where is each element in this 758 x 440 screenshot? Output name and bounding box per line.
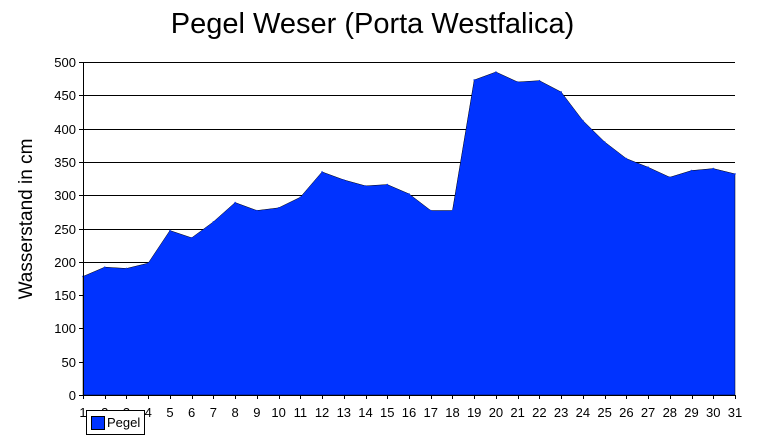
y-tick-label-450: 450 <box>54 88 76 103</box>
x-tick-label-7: 7 <box>210 405 217 420</box>
x-tick-label-5: 5 <box>166 405 173 420</box>
data-point-1-30 <box>712 167 715 170</box>
data-point-1-26 <box>625 157 628 160</box>
x-tick-label-6: 6 <box>188 405 195 420</box>
data-point-1-12 <box>321 171 323 173</box>
x-tick-label-29: 29 <box>684 405 698 420</box>
data-point-1-8 <box>234 201 236 204</box>
data-point-1-27 <box>647 166 649 169</box>
data-point-1-6 <box>190 237 193 239</box>
x-tick-label-28: 28 <box>663 405 677 420</box>
x-tick-label-16: 16 <box>402 405 416 420</box>
x-tick-label-11: 11 <box>294 405 308 420</box>
data-point-1-2 <box>103 266 106 268</box>
data-point-1-10 <box>277 207 280 209</box>
y-tick-label-400: 400 <box>54 122 76 137</box>
y-tick-label-200: 200 <box>54 255 76 270</box>
chart-title: Pegel Weser (Porta Westfalica) <box>170 8 575 40</box>
data-point-1-19 <box>473 79 476 81</box>
data-point-1-13 <box>343 179 345 181</box>
data-point-1-18 <box>451 209 454 212</box>
data-point-1-24 <box>582 119 584 122</box>
x-tick-label-12: 12 <box>315 405 329 420</box>
y-tick-label-50: 50 <box>62 355 76 370</box>
data-point-1-29 <box>690 169 693 172</box>
legend: Pegel <box>86 410 146 435</box>
x-tick-label-26: 26 <box>619 405 633 420</box>
data-point-1-5 <box>169 229 171 232</box>
x-tick-label-25: 25 <box>597 405 611 420</box>
x-tick-label-14: 14 <box>358 405 372 420</box>
area-series-pegel <box>82 71 736 396</box>
legend-label: Pegel <box>107 415 141 430</box>
y-tick-label-0: 0 <box>69 388 76 403</box>
x-tick-label-17: 17 <box>423 405 437 420</box>
data-point-1-17 <box>429 209 432 212</box>
x-tick-label-20: 20 <box>489 405 503 420</box>
x-tick-label-31: 31 <box>728 405 742 420</box>
x-tick-label-9: 9 <box>253 405 260 420</box>
legend-swatch <box>91 415 105 430</box>
data-point-1-21 <box>516 81 519 83</box>
x-tick-label-19: 19 <box>467 405 481 420</box>
data-point-1-28 <box>669 176 671 179</box>
data-point-1-31 <box>734 173 736 175</box>
x-tick-label-23: 23 <box>554 405 568 420</box>
x-tick-label-27: 27 <box>641 405 655 420</box>
y-tick-label-350: 350 <box>54 155 76 170</box>
x-tick-label-24: 24 <box>576 405 590 420</box>
data-point-1-3 <box>125 267 128 270</box>
x-tick-label-15: 15 <box>380 405 394 420</box>
data-point-1-15 <box>386 183 389 186</box>
data-point-1-20 <box>495 71 497 73</box>
x-tick-label-22: 22 <box>532 405 546 420</box>
y-tick-label-500: 500 <box>54 55 76 70</box>
x-tick-label-1: 1 <box>79 405 86 420</box>
x-tick-label-4: 4 <box>145 405 152 420</box>
data-point-1-16 <box>408 193 410 195</box>
data-point-1-23 <box>560 91 562 93</box>
data-point-1-25 <box>603 141 606 143</box>
y-tick-label-250: 250 <box>54 222 76 237</box>
data-point-1-11 <box>299 196 302 198</box>
x-tick-label-30: 30 <box>706 405 720 420</box>
x-tick-label-13: 13 <box>337 405 351 420</box>
x-tick-label-18: 18 <box>445 405 459 420</box>
data-point-1-4 <box>147 262 149 264</box>
x-tick-label-21: 21 <box>510 405 524 420</box>
data-point-1-14 <box>364 185 367 187</box>
data-point-1-22 <box>538 79 541 82</box>
x-tick-label-10: 10 <box>271 405 285 420</box>
y-tick-label-100: 100 <box>54 321 76 336</box>
y-tick-label-300: 300 <box>54 188 76 203</box>
data-point-1-7 <box>212 221 215 223</box>
x-tick-label-8: 8 <box>232 405 239 420</box>
y-tick-label-150: 150 <box>54 288 76 303</box>
data-point-1-9 <box>256 209 258 212</box>
